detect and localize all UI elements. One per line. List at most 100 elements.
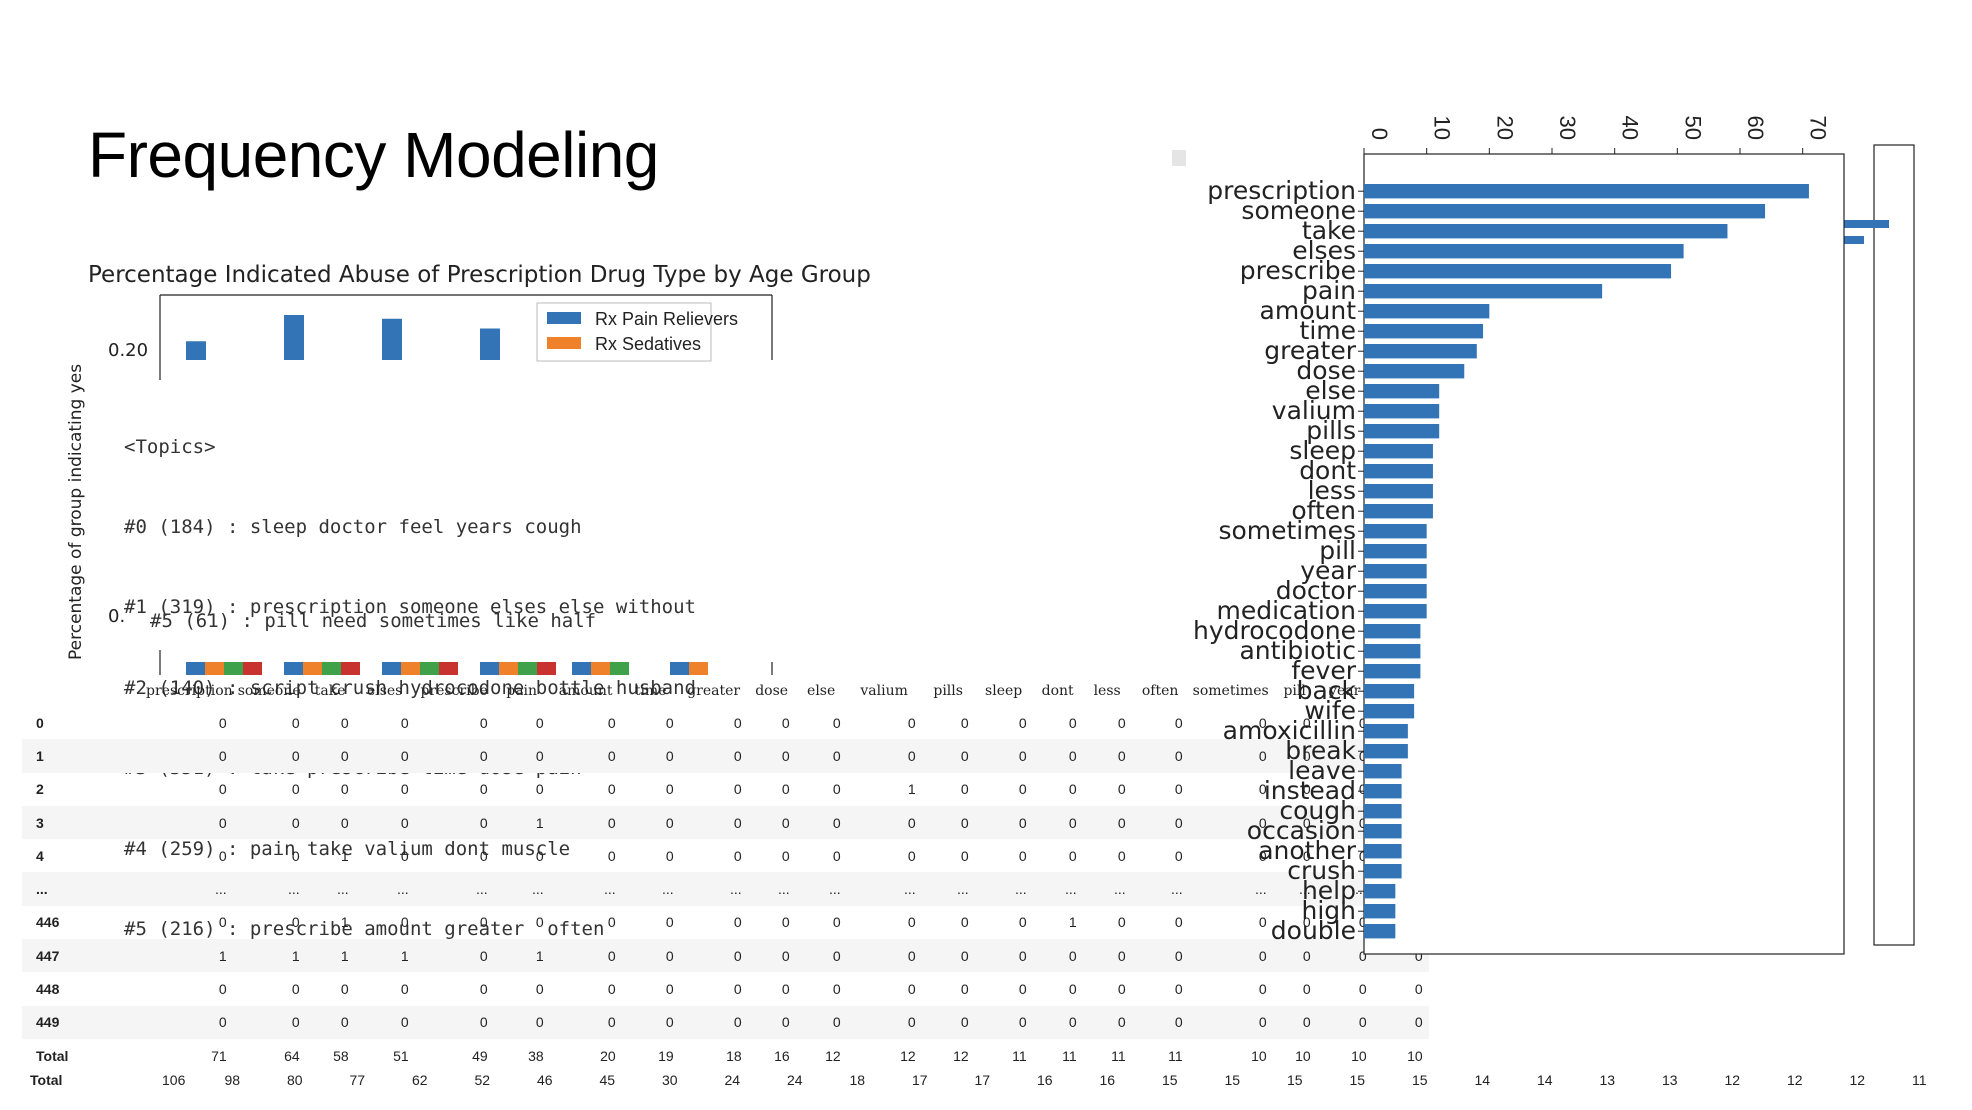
table-cell: 0: [846, 739, 922, 773]
table-cell: 0: [1302, 914, 1311, 931]
row-index: ...: [22, 872, 146, 906]
table-cell: 0: [1258, 981, 1267, 998]
term-bar: [1364, 924, 1396, 939]
table-cell: 0: [232, 739, 306, 773]
small-group-bar: [303, 662, 322, 675]
term-label: sleep: [1289, 436, 1356, 465]
term-bar: [1364, 184, 1809, 199]
table-cell: 0: [549, 739, 622, 773]
table-cell: 0: [400, 914, 409, 931]
table-cell: 14: [1537, 1072, 1553, 1088]
term-bar: [1364, 904, 1396, 919]
x-tick-label: 0: [1367, 128, 1392, 140]
term-label: fever: [1291, 656, 1356, 685]
table-cell: 0: [1082, 939, 1132, 973]
table-cell: 45: [599, 1072, 616, 1088]
index-header: [22, 676, 146, 706]
table-cell: 64: [284, 1047, 300, 1064]
table-cell: ...: [232, 872, 306, 906]
term-bar: [1364, 324, 1484, 339]
table-cell: 14: [1474, 1072, 1491, 1088]
topics-panel: <Topics> #0 (184) : sleep doctor feel ye…: [124, 380, 824, 940]
term-bar: [1364, 444, 1433, 459]
table-cell: 51: [393, 1047, 409, 1064]
table-cell: 0: [1174, 981, 1183, 998]
frequency-table: prescription someone take elses prescribe pai…: [22, 676, 1429, 1072]
term-bar: [1364, 764, 1402, 779]
small-group-bar: [537, 662, 556, 675]
table-cell: 0: [340, 981, 349, 998]
table-cell: 0: [960, 914, 969, 931]
table-cell: 0: [795, 805, 847, 840]
term-bar: [1364, 364, 1465, 379]
table-cell: 0: [1272, 739, 1317, 773]
y-tick-label: 0.20: [108, 340, 148, 361]
term-bar: [1364, 744, 1408, 759]
table-row: 4001000000000000000000: [22, 839, 1429, 872]
table-cell: 0: [679, 739, 748, 773]
term-label: pain: [1302, 276, 1356, 305]
row-index: 1: [22, 739, 146, 773]
table-cell: 0: [1188, 939, 1273, 973]
table-cell: 0: [549, 805, 622, 840]
term-label: often: [1291, 496, 1356, 525]
legend-swatch: [547, 312, 581, 324]
term-bar: [1364, 284, 1603, 299]
table-cell: 15: [1412, 1072, 1428, 1088]
table-cell: 0: [218, 781, 227, 798]
column-header: amount: [558, 683, 613, 699]
table-cell: 10: [1407, 1047, 1423, 1064]
table-cell: 52: [474, 1072, 491, 1088]
table-cell: 0: [1188, 805, 1273, 840]
table-cell: 0: [1032, 805, 1083, 840]
table-cell: 12: [953, 1047, 969, 1064]
term-bar: [1364, 684, 1415, 699]
column-header: valium: [860, 683, 908, 699]
term-label: doctor: [1276, 576, 1357, 605]
table-cell: 0: [493, 739, 550, 773]
x-tick-label: 50: [1680, 116, 1705, 140]
panel-scroll-strip: [1172, 150, 1186, 166]
x-tick-label: 30: [1555, 116, 1580, 140]
small-group-bar: [224, 662, 243, 675]
column-header: pill: [1283, 683, 1306, 699]
table-cell: 0: [733, 981, 742, 998]
topic-line: #0 (184) : sleep doctor feel years cough: [124, 515, 582, 538]
table-cell: ...: [146, 872, 233, 906]
table-cell: 0: [665, 781, 674, 798]
small-group-bar: [243, 662, 262, 675]
table-cell: 1: [493, 805, 550, 840]
table-cell: ...: [679, 872, 748, 906]
table-cell: 0: [218, 914, 227, 931]
small-group-bar: [439, 662, 458, 675]
table-cell: 0: [665, 914, 674, 931]
term-label: hydrocodone: [1193, 616, 1356, 645]
term-label: occasion: [1247, 816, 1356, 845]
small-group-bar: [591, 662, 610, 675]
pain-reliever-bar: [382, 318, 402, 360]
table-cell: 0: [921, 939, 975, 973]
table-cell: 0: [218, 847, 227, 864]
table-cell: 19: [658, 1047, 674, 1064]
x-tick-label: 10: [1430, 116, 1455, 140]
table-cell: 0: [1372, 1005, 1429, 1039]
term-label: take: [1302, 216, 1356, 245]
term-bar: [1364, 644, 1421, 659]
table-cell: ...: [1082, 872, 1132, 906]
table-cell: 0: [1131, 1005, 1189, 1039]
table-cell: 0: [493, 1005, 550, 1039]
table-cell: 0: [1068, 981, 1077, 998]
table-cell: 0: [1272, 805, 1317, 840]
term-bar: [1364, 804, 1402, 819]
table-cell: 0: [1258, 914, 1267, 931]
column-header: often: [1141, 683, 1179, 699]
term-label: less: [1308, 476, 1356, 505]
column-header: else: [807, 683, 836, 699]
table-cell: 0: [607, 714, 616, 731]
x-tick-label: 70: [1806, 116, 1831, 140]
table-cell: 0: [747, 939, 796, 973]
table-cell: 0: [733, 847, 742, 864]
table-cell: 13: [1599, 1072, 1616, 1088]
table-cell: 18: [849, 1072, 866, 1088]
